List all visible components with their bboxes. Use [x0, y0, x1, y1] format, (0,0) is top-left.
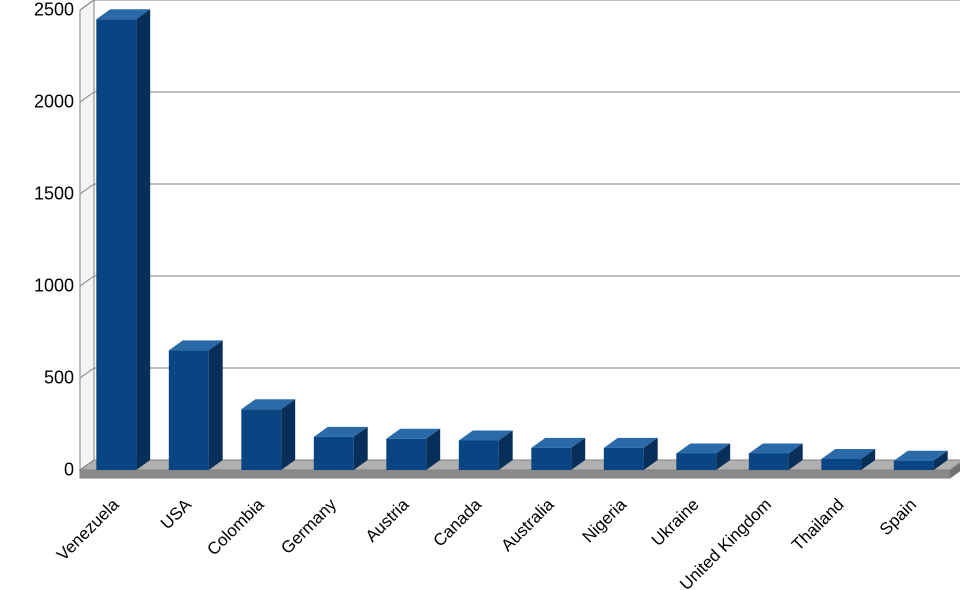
bar-front: [169, 350, 209, 470]
bar-chart-3d: 05001000150020002500VenezuelaUSAColombia…: [0, 0, 960, 590]
bar-front: [531, 448, 571, 470]
bar-front: [676, 453, 716, 470]
bar-side: [136, 9, 150, 470]
y-tick-label: 500: [44, 368, 74, 389]
bar-front: [894, 461, 934, 470]
bar-side: [209, 340, 223, 470]
bar-front: [749, 453, 789, 470]
bar-front: [241, 409, 281, 470]
bar-side: [281, 399, 295, 470]
floor-front: [80, 470, 950, 478]
bar-front: [459, 441, 499, 470]
bar-front: [604, 448, 644, 470]
bar-front: [314, 437, 354, 470]
bar-front: [821, 459, 861, 470]
left-wall: [80, 0, 94, 470]
y-tick-label: 1500: [34, 184, 74, 205]
y-tick-label: 0: [64, 460, 74, 481]
bar-front: [386, 439, 426, 470]
back-wall: [94, 0, 960, 460]
bar-front: [96, 19, 136, 470]
chart-svg: [0, 0, 960, 590]
y-tick-label: 1000: [34, 276, 74, 297]
y-tick-label: 2000: [34, 92, 74, 113]
y-tick-label: 2500: [34, 0, 74, 21]
